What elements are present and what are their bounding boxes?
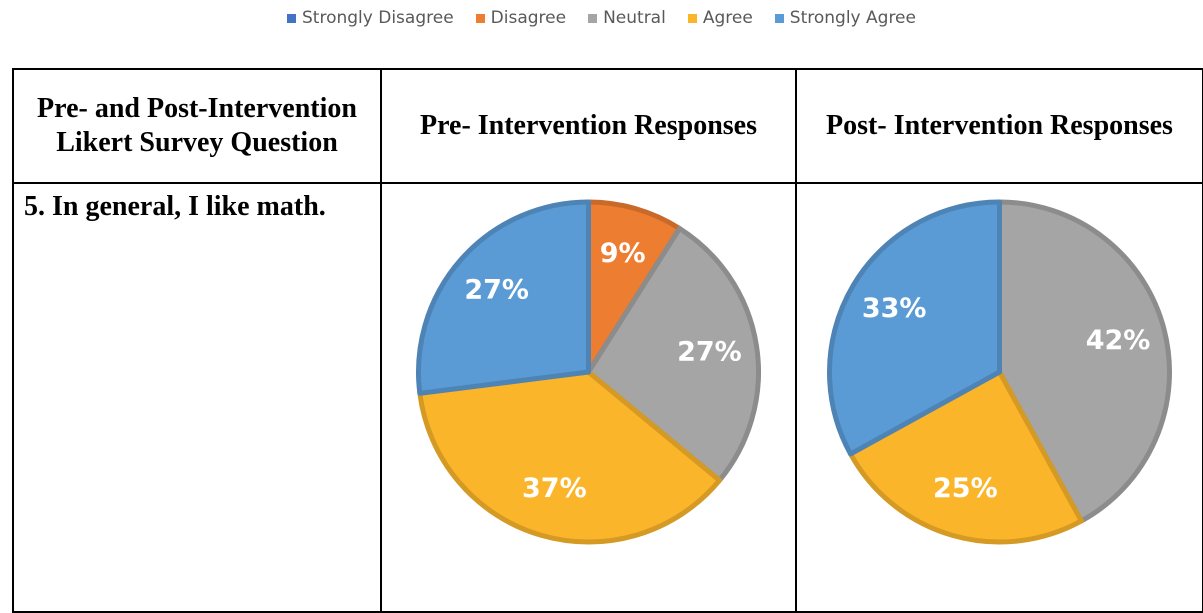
pie-cell: 9% 27% 37% 27%	[380, 181, 797, 613]
legend-swatch	[287, 13, 297, 23]
legend: Strongly Disagree Disagree Neutral Agree Str…	[0, 8, 1203, 28]
data-label: 9%	[600, 238, 646, 269]
header-cell: Pre- and Post-Intervention Likert Survey…	[12, 68, 382, 184]
pie-slice	[416, 199, 591, 396]
legend-label: Strongly Agree	[789, 8, 916, 28]
pie-cell: 42% 25% 33%	[795, 181, 1203, 613]
legend-item: Neutral	[588, 8, 666, 28]
legend-item: Strongly Agree	[774, 8, 916, 28]
legend-swatch	[588, 13, 598, 23]
pie-slice	[997, 199, 1172, 524]
pie-slice	[848, 369, 1084, 545]
legend-item: Strongly Disagree	[287, 8, 454, 28]
pie-slice	[586, 225, 761, 483]
legend-label: Disagree	[490, 8, 567, 28]
data-label: 25%	[933, 473, 998, 504]
legend-swatch	[687, 13, 697, 23]
data-label: 27%	[464, 275, 529, 306]
data-label: 37%	[522, 473, 587, 504]
legend-swatch	[475, 13, 485, 23]
survey-table: Pre- and Post-Intervention Likert Survey…	[12, 68, 1203, 613]
header-cell: Post- Intervention Responses	[795, 68, 1203, 184]
pie-slice	[827, 199, 1002, 457]
body-row: 5. In general, I like math. 9% 27% 37% 27% …	[12, 181, 1203, 613]
data-label: 33%	[862, 293, 927, 324]
legend-label: Neutral	[603, 8, 666, 28]
data-label: 27%	[677, 336, 742, 367]
header-cell: Pre- Intervention Responses	[380, 68, 797, 184]
legend-item: Agree	[687, 8, 753, 28]
pie-chart: 42% 25% 33%	[827, 199, 1172, 545]
legend-label: Strongly Disagree	[302, 8, 454, 28]
pie-chart: 9% 27% 37% 27%	[416, 199, 761, 545]
data-label: 42%	[1086, 325, 1151, 356]
header-row: Pre- and Post-Intervention Likert Survey…	[12, 68, 1203, 184]
legend-item: Disagree	[475, 8, 567, 28]
page: Strongly Disagree Disagree Neutral Agree Str…	[0, 8, 1203, 613]
pie-slice	[417, 369, 722, 545]
question-cell: 5. In general, I like math.	[12, 181, 382, 613]
legend-label: Agree	[702, 8, 753, 28]
legend-swatch	[774, 13, 784, 23]
